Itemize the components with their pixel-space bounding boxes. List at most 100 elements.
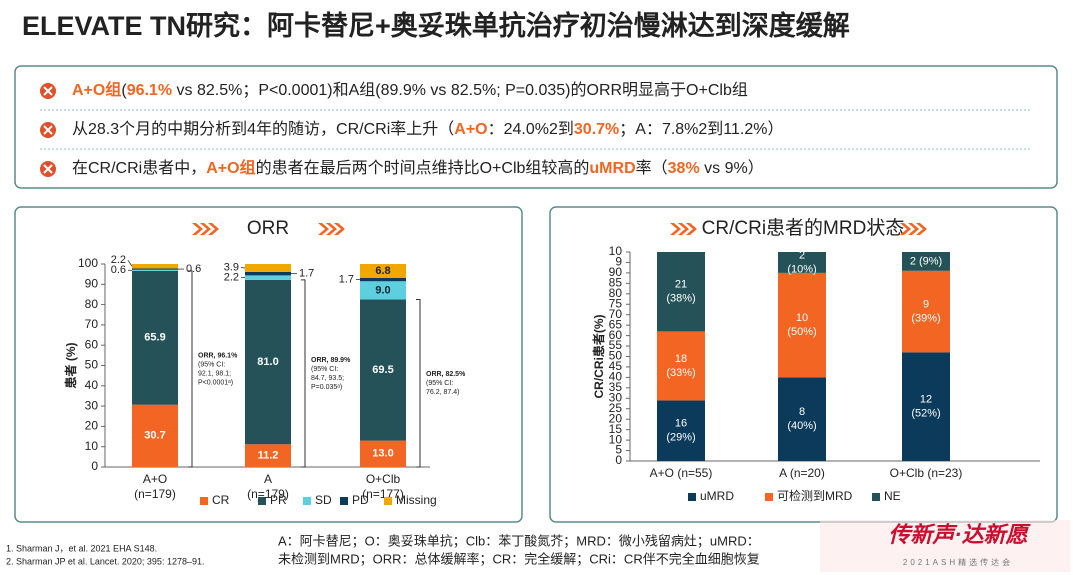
bullet-icon-cross — [43, 164, 53, 174]
legend-swatch — [303, 497, 311, 505]
bullet-icon-cross — [43, 86, 53, 96]
x-tick-sublabel: (n=177) — [362, 487, 404, 501]
legend-label: PD — [352, 493, 369, 507]
legend-label: SD — [315, 493, 332, 507]
value-label: 2 (9%) — [910, 255, 942, 267]
bar-segment — [360, 277, 406, 282]
bar-segment — [245, 444, 291, 467]
legend-swatch — [258, 497, 266, 505]
bar-segment — [132, 270, 178, 405]
logo-subtitle: 2021ASH精选传达会 — [903, 557, 1013, 567]
x-tick-label: A (n=20) — [779, 466, 825, 480]
y-tick-label: 9 — [615, 255, 622, 269]
count-label: 18 — [675, 353, 687, 365]
x-tick-label: O+Clb — [366, 472, 401, 486]
value-label: 11.2 — [258, 450, 279, 462]
x-tick-label: A — [264, 472, 272, 486]
value-label: (40%) — [787, 420, 816, 432]
bar-segment — [657, 252, 705, 332]
chevron — [334, 223, 345, 235]
bullet-highlight: A+O — [454, 121, 487, 138]
bullet-highlight: A+O组 — [206, 158, 255, 177]
bar-segment — [132, 268, 178, 270]
y-tick-label: 90 — [609, 265, 623, 279]
bar-segment — [902, 252, 950, 271]
bracket — [301, 279, 306, 468]
bullet-text: 在CR/CRi患者中，A+O组的患者在最后两个时间点维持比O+Clb组较高的uM… — [72, 158, 764, 177]
bullet-segment: ；A：7.8%2到11.2%） — [619, 120, 783, 138]
x-tick-label: O+Clb (n=23) — [890, 466, 963, 480]
bar-segment — [902, 270, 950, 353]
y-tick-label: 85 — [609, 276, 623, 290]
y-axis-label: 患者 (%) — [63, 342, 78, 388]
annotation: P=0.035ᵃ) — [311, 384, 342, 391]
bullet-highlight: 96.1% — [127, 82, 172, 99]
logo-title: 传新声·达新愿 — [888, 522, 1031, 547]
value-label: 1.7 — [339, 273, 354, 285]
y-tick-label: 20 — [609, 411, 623, 425]
y-tick-label: 75 — [609, 296, 623, 310]
value-label: 69.5 — [372, 364, 393, 376]
y-tick-label: 25 — [609, 401, 623, 415]
bar-segment — [245, 264, 291, 272]
bar-segment — [778, 377, 826, 461]
y-tick-label: 60 — [609, 328, 623, 342]
legend-swatch — [765, 493, 773, 501]
y-tick-label: 70 — [85, 317, 99, 331]
y-tick-label: 5 — [615, 443, 622, 457]
legend-label: Missing — [396, 493, 437, 507]
y-tick-label: 55 — [609, 338, 623, 352]
annotation: ORR, 82.5% — [426, 371, 466, 378]
value-label: 2.2 — [111, 254, 126, 266]
footnote: 2. Sharman JP et al. Lancet. 2020; 395: … — [6, 556, 204, 566]
y-tick-label: 65 — [609, 317, 623, 331]
y-tick-label: 0 — [615, 453, 622, 467]
chevron — [318, 223, 329, 235]
bar-segment — [132, 404, 178, 467]
value-label: 0.6 — [111, 264, 126, 276]
y-axis-label: CR/CRi患者(%) — [591, 315, 606, 399]
count-label: 2 — [910, 255, 916, 267]
x-tick-sublabel: (n=179) — [134, 487, 176, 501]
annotation: (95% CI: — [198, 361, 225, 368]
count-label: 10 — [796, 312, 808, 324]
y-tick-label: 20 — [85, 419, 99, 433]
annotation: ORR, 96.1% — [198, 352, 238, 359]
value-label: 0.6 — [186, 263, 201, 275]
x-tick-label: A+O (n=55) — [650, 466, 713, 480]
chevron — [208, 223, 219, 235]
count-label: 21 — [675, 279, 687, 291]
bullet-highlight: 38% — [668, 160, 700, 177]
count-label: 9 — [923, 298, 929, 310]
x-tick-sublabel: (n=179) — [247, 487, 289, 501]
abbreviation: A：阿卡替尼；O：奥妥珠单抗；Clb：苯丁酸氮芥；MRD：微小残留病灶；uMRD… — [278, 533, 760, 549]
value-label: 2.2 — [224, 272, 239, 284]
value-label: 6.8 — [375, 265, 390, 277]
logo-bg — [820, 520, 1070, 572]
y-tick-label: 90 — [85, 276, 99, 290]
value-label: (10%) — [787, 263, 816, 275]
bar-segment — [245, 271, 291, 276]
leader-line — [127, 260, 133, 267]
value-label: (33%) — [666, 367, 695, 379]
bullet-highlight: 30.7% — [574, 121, 619, 138]
annotation: 92.1, 98.1; — [198, 370, 231, 377]
y-tick-label: 40 — [609, 370, 623, 384]
bar-segment — [132, 269, 178, 271]
y-tick-label: 70 — [609, 307, 623, 321]
count-label: 16 — [675, 418, 687, 430]
y-tick-label: 45 — [609, 359, 623, 373]
bullet-segment: 从28.3个月的中期分析到4年的随访，CR/CRi率上升（ — [72, 120, 454, 138]
chevron — [326, 223, 337, 235]
count-label: 12 — [920, 394, 932, 406]
chevron — [916, 223, 927, 235]
y-tick-label: 10 — [609, 432, 623, 446]
value-label: 9.0 — [375, 284, 390, 296]
value-label: (9%) — [919, 255, 942, 267]
bar-segment — [778, 252, 826, 273]
bar-segment — [778, 272, 826, 378]
chevron — [670, 223, 681, 235]
chart-title: CR/CRi患者的MRD状态 — [702, 217, 905, 239]
bullet-segment: vs 9%） — [700, 159, 764, 177]
